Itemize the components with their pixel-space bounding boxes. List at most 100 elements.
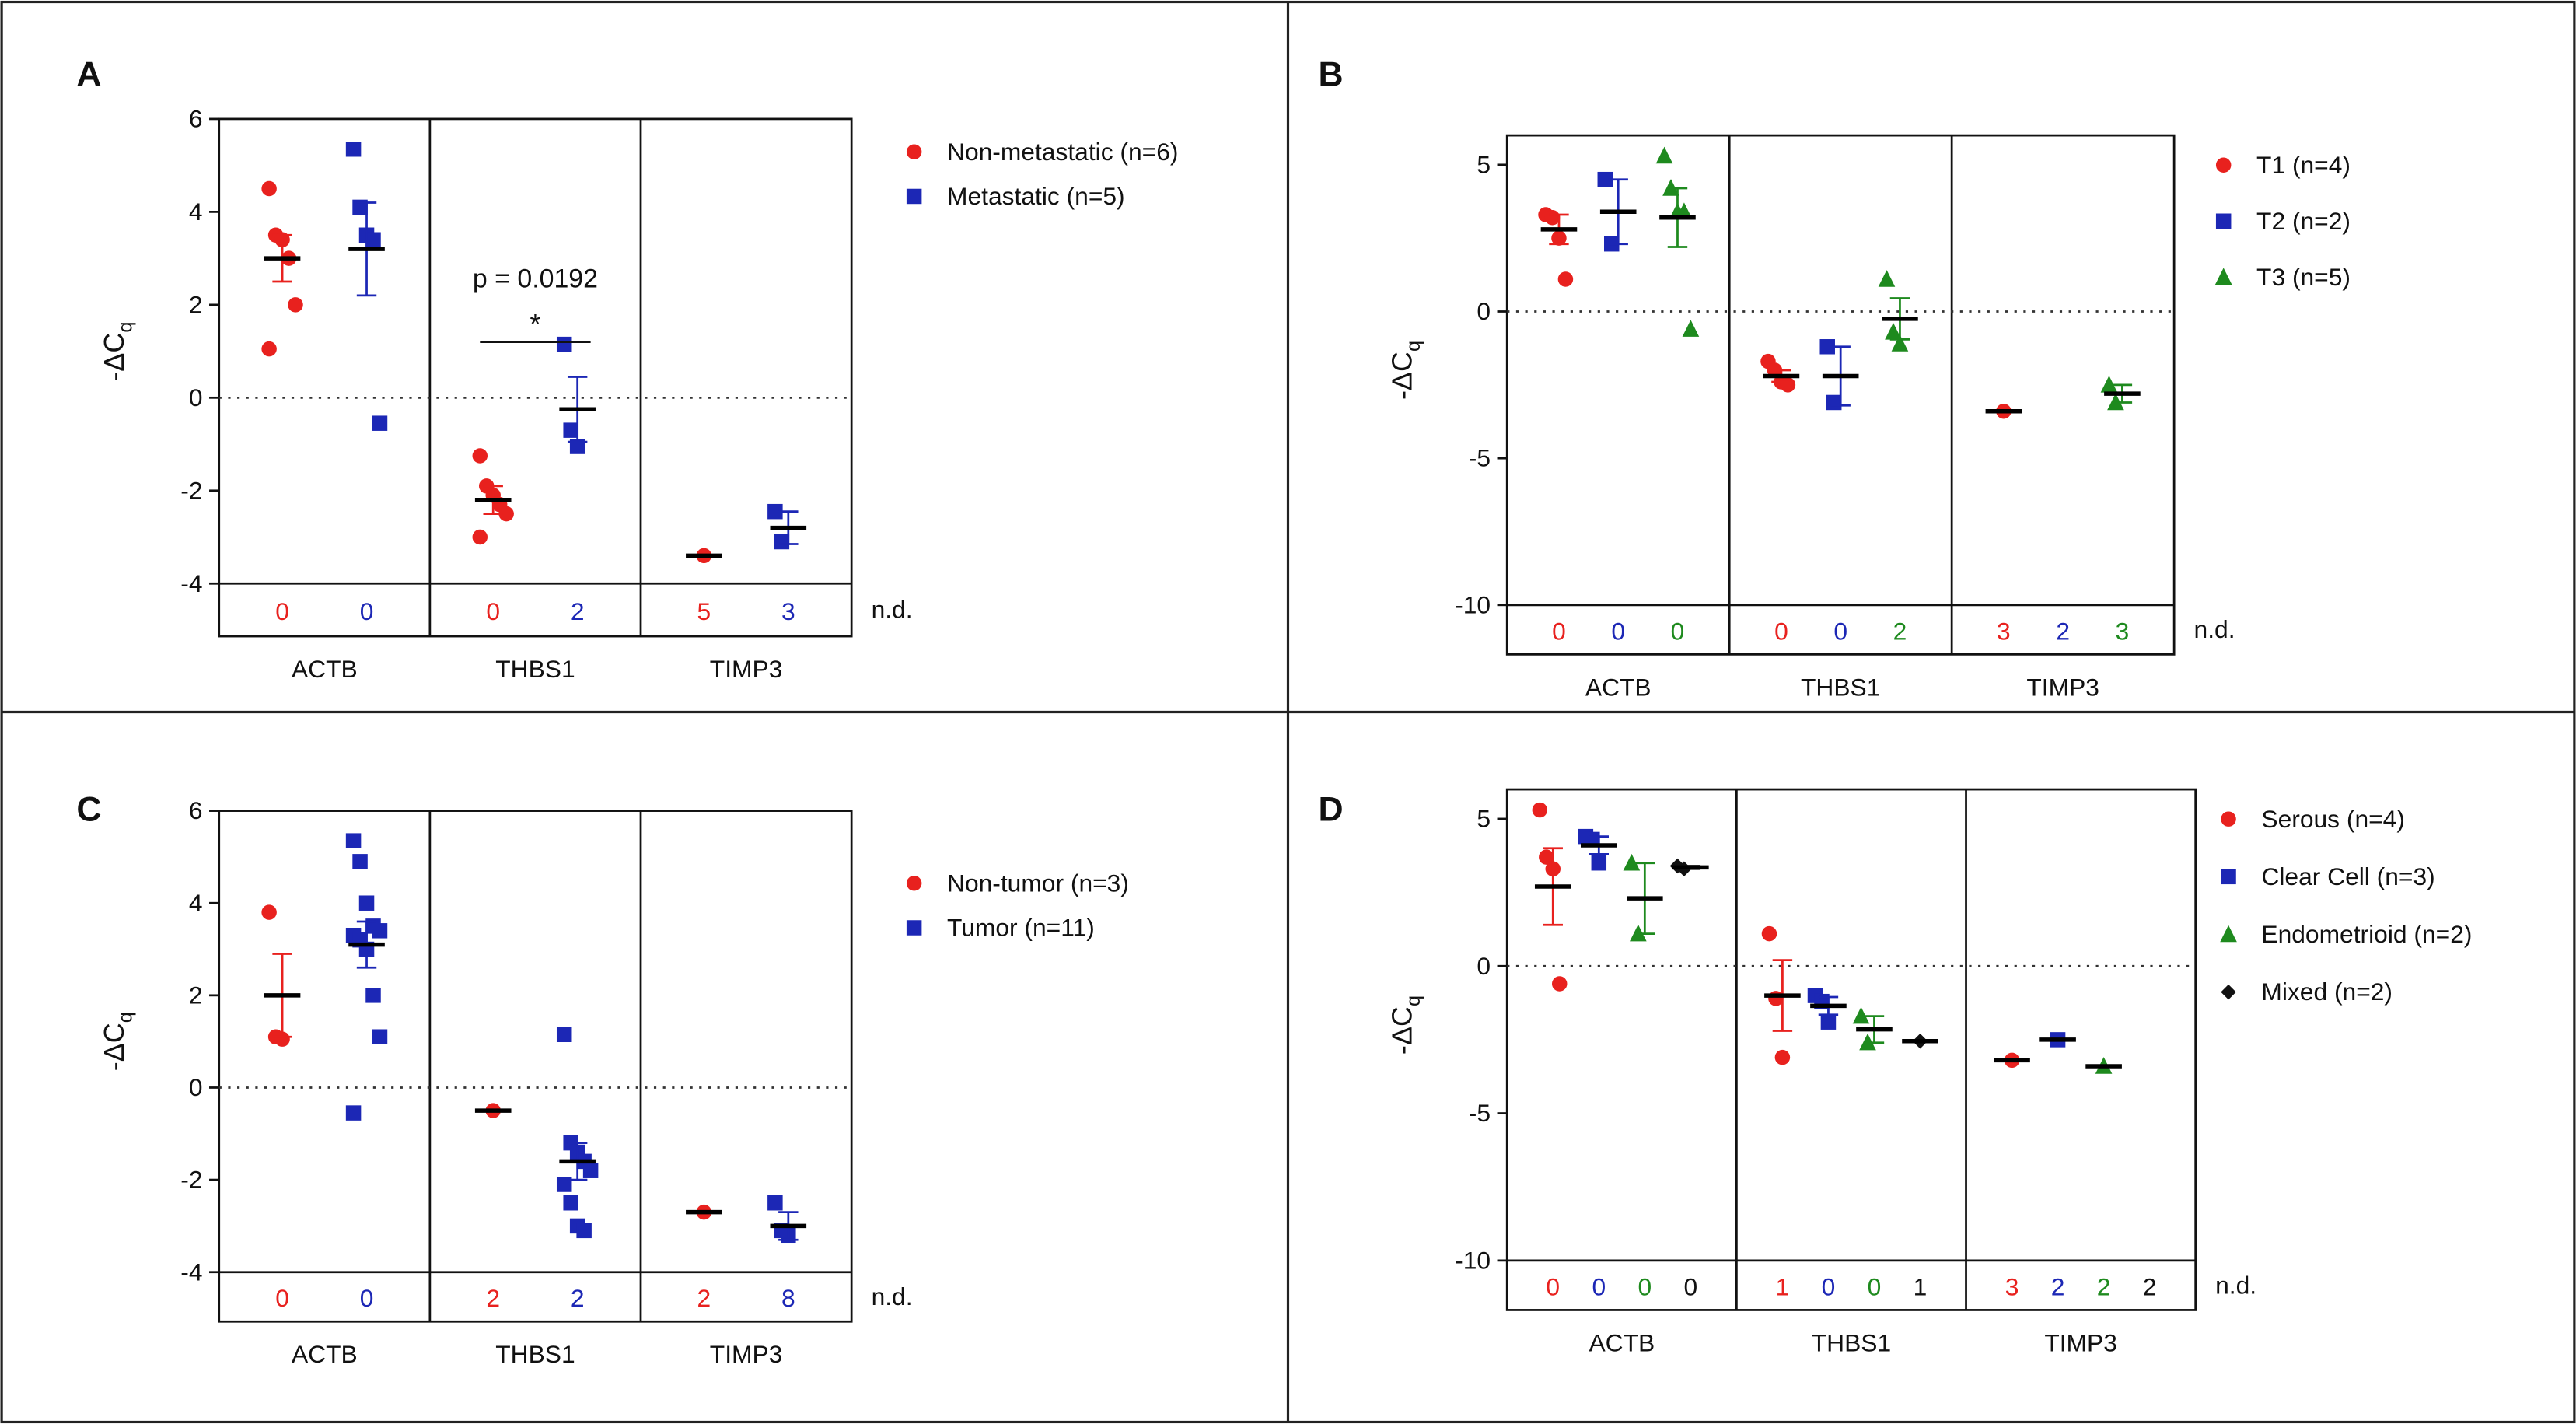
legend-label: T2 (n=2) — [2256, 207, 2351, 235]
x-tick-label: TIMP3 — [2026, 673, 2099, 701]
x-tick-label: ACTB — [1589, 1328, 1655, 1356]
y-tick-label: 4 — [189, 198, 203, 226]
y-axis-title: -ΔCq — [1386, 341, 1424, 400]
nd-count: 0 — [360, 597, 374, 625]
legend-label: Non-tumor (n=3) — [947, 869, 1129, 897]
data-point — [358, 895, 375, 911]
y-tick-label: -4 — [180, 1258, 202, 1286]
x-tick-label: TIMP3 — [710, 1340, 783, 1368]
legend-label: T1 (n=4) — [2256, 151, 2351, 179]
nd-count: 0 — [486, 597, 500, 625]
data-point — [352, 854, 368, 869]
annotation: p = 0.0192 — [473, 264, 598, 294]
data-point — [563, 422, 578, 438]
legend-marker — [2215, 157, 2232, 173]
plot-area — [218, 810, 853, 1323]
nd-count: 2 — [2051, 1272, 2065, 1300]
y-tick-label: 4 — [189, 889, 203, 917]
panel-letter: D — [1319, 790, 1344, 828]
nd-count: 3 — [2005, 1272, 2019, 1300]
legend-marker — [2215, 213, 2232, 229]
data-point — [472, 448, 488, 464]
nd-count: 0 — [1822, 1272, 1836, 1300]
nd-count: 0 — [1552, 617, 1566, 645]
nd-label: n.d. — [872, 596, 913, 624]
y-tick-label: 6 — [189, 105, 203, 133]
panel: B -10 -5 0 5 -ΔCq ACTB THBS1 TIMP3 n.d. 0 0 3 T1 (n=4… — [1319, 56, 2351, 702]
y-tick-label: -10 — [1455, 1246, 1491, 1274]
y-axis-title-sub: q — [1403, 341, 1424, 352]
panel: A -4 -2 0 2 4 6 -ΔCq ACTB THBS1 TIMP3 n.d. 0 0 5 Non-me… — [76, 56, 1178, 683]
nd-count: 8 — [781, 1284, 795, 1312]
data-point — [345, 142, 362, 157]
data-point — [372, 415, 388, 431]
data-point — [767, 503, 783, 520]
data-point — [582, 1163, 599, 1178]
nd-count: 1 — [1776, 1272, 1790, 1300]
legend-label: T3 (n=5) — [2256, 263, 2351, 291]
data-point — [556, 1027, 572, 1043]
nd-count: 0 — [1868, 1272, 1882, 1300]
data-point — [1623, 853, 1641, 871]
nd-count: 2 — [2097, 1272, 2111, 1300]
plot-area — [218, 117, 853, 638]
nd-count: 0 — [1611, 617, 1625, 645]
legend-label: Mixed (n=2) — [2261, 978, 2392, 1006]
y-tick-label: -5 — [1469, 444, 1491, 472]
data-point — [261, 180, 277, 197]
legend-label: Tumor (n=11) — [947, 914, 1095, 942]
y-axis-title-sub: q — [114, 322, 136, 333]
y-tick-label: 0 — [1477, 297, 1491, 325]
data-point — [372, 923, 388, 939]
data-point — [345, 1105, 362, 1121]
data-point — [1780, 377, 1796, 393]
y-axis-title: -ΔCq — [98, 322, 137, 381]
legend-marker — [906, 920, 922, 936]
data-point — [774, 534, 790, 550]
data-point — [1532, 802, 1548, 818]
data-point — [1891, 334, 1909, 352]
data-point — [365, 232, 381, 247]
panel-letter: C — [76, 790, 101, 828]
data-point — [1878, 270, 1896, 287]
nd-count: 2 — [486, 1284, 500, 1312]
data-point — [1539, 849, 1554, 865]
nd-count: 1 — [1914, 1272, 1928, 1300]
data-point — [472, 529, 488, 545]
data-point — [1852, 1006, 1870, 1024]
panel-letter: B — [1319, 56, 1344, 94]
data-point — [1591, 855, 1607, 871]
nd-count: 0 — [1592, 1272, 1606, 1300]
nd-count: 3 — [2116, 617, 2130, 645]
nd-count: 5 — [697, 597, 711, 625]
panel: D -10 -5 0 5 -ΔCq ACTB THBS1 TIMP3 n.d. 0 1 3 Serous … — [1319, 788, 2472, 1356]
y-tick-label: 5 — [1477, 150, 1491, 178]
legend-marker — [2214, 268, 2232, 285]
x-tick-label: THBS1 — [1812, 1328, 1891, 1356]
x-tick-label: ACTB — [1585, 673, 1652, 701]
y-axis-title-main: -ΔC — [98, 333, 130, 381]
y-axis-title-sub: q — [114, 1012, 136, 1023]
y-tick-label: -10 — [1455, 590, 1491, 618]
nd-count: 2 — [2143, 1272, 2157, 1300]
legend-label: Clear Cell (n=3) — [2261, 862, 2434, 890]
annotation: * — [530, 308, 540, 340]
data-point — [1557, 271, 1574, 287]
data-point — [1826, 394, 1842, 411]
data-point — [767, 1195, 783, 1211]
x-tick-label: ACTB — [292, 1340, 358, 1368]
data-point — [1819, 339, 1835, 355]
y-tick-label: 0 — [189, 383, 203, 411]
nd-count: 2 — [2056, 617, 2070, 645]
legend-label: Endometrioid (n=2) — [2261, 920, 2472, 948]
legend-marker — [906, 188, 922, 205]
data-point — [1597, 171, 1613, 187]
y-tick-label: 6 — [189, 796, 203, 824]
y-tick-label: 0 — [1477, 952, 1491, 980]
legend-marker — [2221, 811, 2236, 827]
x-tick-label: THBS1 — [495, 1340, 575, 1368]
y-axis-title: -ΔCq — [98, 1012, 137, 1071]
nd-count: 0 — [1684, 1272, 1698, 1300]
